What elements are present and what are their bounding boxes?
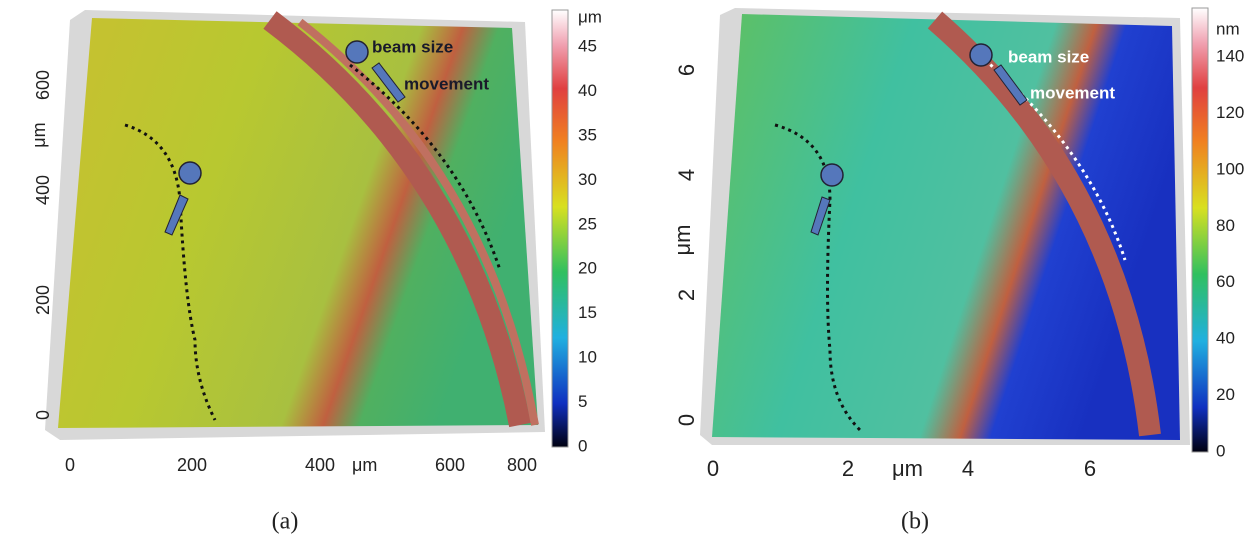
x-tick-label: 0 bbox=[65, 455, 75, 475]
y-tick-label: 2 bbox=[674, 289, 699, 301]
colorbar-b bbox=[1192, 8, 1208, 452]
y-tick-label: 200 bbox=[33, 285, 53, 315]
colorbar-tick-label: 45 bbox=[578, 36, 597, 55]
colorbar-tick-label: 80 bbox=[1216, 216, 1235, 235]
colorbar-tick-label: 15 bbox=[578, 303, 597, 322]
caption: (b) bbox=[901, 509, 929, 535]
x-tick-label: 0 bbox=[707, 456, 719, 481]
surface-b bbox=[700, 8, 1190, 445]
annotation: beam size bbox=[372, 37, 453, 56]
colorbar-tick-label: 60 bbox=[1216, 272, 1235, 291]
x-tick-label: 800 bbox=[507, 455, 537, 475]
annotation: movement bbox=[1030, 83, 1115, 102]
x-axis-label: μm bbox=[352, 455, 377, 475]
colorbar-tick-label: 20 bbox=[578, 259, 597, 278]
colorbar-tick-label: 20 bbox=[1216, 385, 1235, 404]
colorbar-tick-label: 140 bbox=[1216, 46, 1244, 65]
y-axis-label: μm bbox=[29, 122, 49, 147]
y-axis-label: μm bbox=[670, 224, 695, 255]
y-tick-label: 0 bbox=[674, 414, 699, 426]
annotation: beam size bbox=[1008, 47, 1089, 66]
colorbar-tick-label: 0 bbox=[578, 436, 587, 455]
colorbar-tick-label: 35 bbox=[578, 125, 597, 144]
colorbar-unit: μm bbox=[578, 7, 602, 26]
x-tick-label: 400 bbox=[305, 455, 335, 475]
y-tick-label: 600 bbox=[33, 70, 53, 100]
x-tick-label: 4 bbox=[962, 456, 974, 481]
colorbar-tick-label: 120 bbox=[1216, 103, 1244, 122]
colorbar-tick-label: 100 bbox=[1216, 159, 1244, 178]
colorbar-tick-label: 40 bbox=[578, 81, 597, 100]
colorbar-tick-label: 30 bbox=[578, 170, 597, 189]
colorbar-tick-label: 10 bbox=[578, 348, 597, 367]
x-tick-label: 2 bbox=[842, 456, 854, 481]
y-tick-label: 400 bbox=[33, 175, 53, 205]
colorbar-unit: nm bbox=[1216, 19, 1240, 38]
colorbar-tick-label: 40 bbox=[1216, 329, 1235, 348]
y-tick-label: 6 bbox=[674, 64, 699, 76]
x-tick-label: 600 bbox=[435, 455, 465, 475]
colorbar-tick-label: 25 bbox=[578, 214, 597, 233]
colorbar-a bbox=[552, 10, 568, 447]
colorbar-tick-label: 5 bbox=[578, 392, 587, 411]
caption: (a) bbox=[272, 509, 299, 535]
y-tick-label: 0 bbox=[33, 410, 53, 420]
figure: (a) (b) μm μm μm μm μm nm beam size move… bbox=[0, 0, 1252, 543]
y-tick-label: 4 bbox=[674, 169, 699, 181]
x-tick-label: 6 bbox=[1084, 456, 1096, 481]
colorbar-tick-label: 0 bbox=[1216, 441, 1225, 460]
x-tick-label: 200 bbox=[177, 455, 207, 475]
x-axis-label: μm bbox=[892, 456, 923, 481]
annotation: movement bbox=[404, 74, 489, 93]
